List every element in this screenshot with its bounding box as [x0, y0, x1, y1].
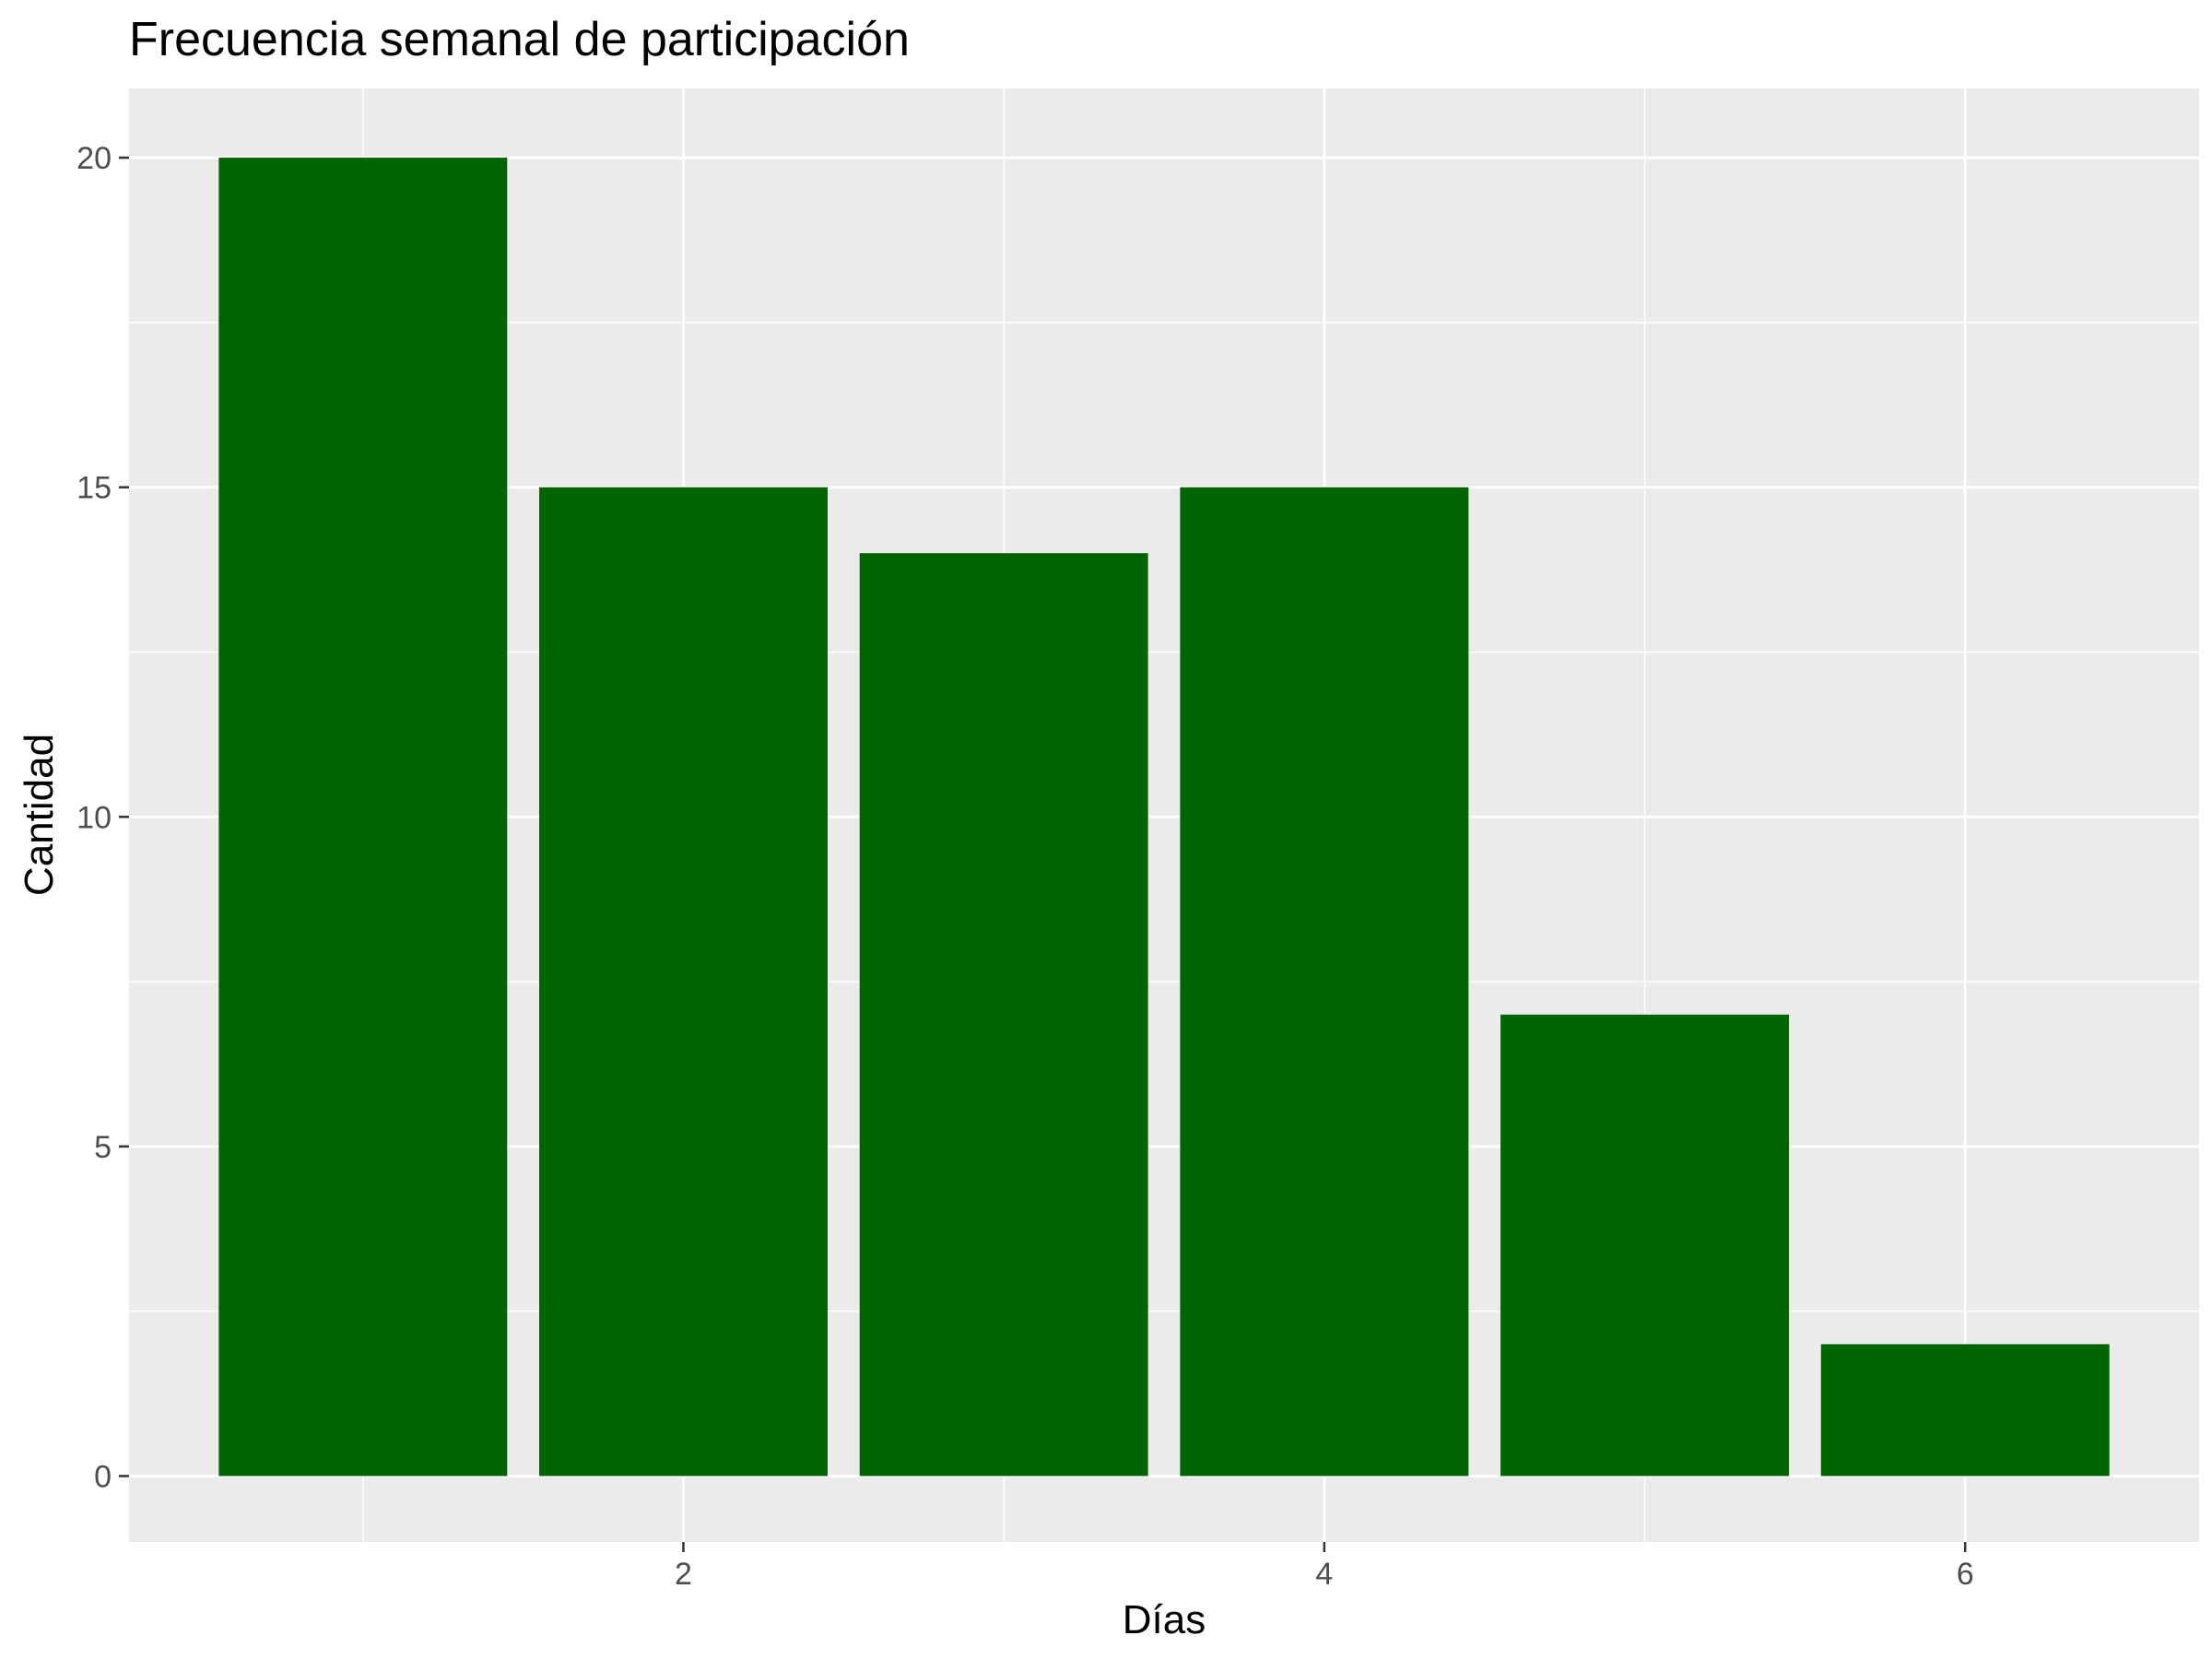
- x-tick-label: 4: [1315, 1557, 1333, 1592]
- bar-3: [859, 553, 1148, 1477]
- y-tick-label: 15: [76, 471, 112, 506]
- bar-4: [1180, 487, 1469, 1477]
- chart-title: Frecuencia semanal de participación: [129, 13, 910, 66]
- x-axis: 2 4 6: [675, 1542, 1974, 1592]
- x-tick-label: 6: [1957, 1557, 1974, 1592]
- bar-6: [1820, 1344, 2110, 1477]
- y-tick-label: 10: [76, 800, 112, 835]
- x-tick-label: 2: [675, 1557, 692, 1592]
- y-axis: 0 5 10 15 20: [76, 141, 129, 1494]
- bar-2: [539, 487, 828, 1477]
- y-tick-label: 5: [94, 1130, 112, 1165]
- bar-1: [218, 158, 508, 1477]
- bar-5: [1500, 1014, 1789, 1477]
- y-tick-label: 20: [76, 141, 112, 176]
- x-axis-title: Días: [1123, 1597, 1206, 1642]
- bars: [218, 158, 2110, 1477]
- y-tick-label: 0: [94, 1459, 112, 1494]
- y-axis-title: Cantidad: [17, 734, 62, 896]
